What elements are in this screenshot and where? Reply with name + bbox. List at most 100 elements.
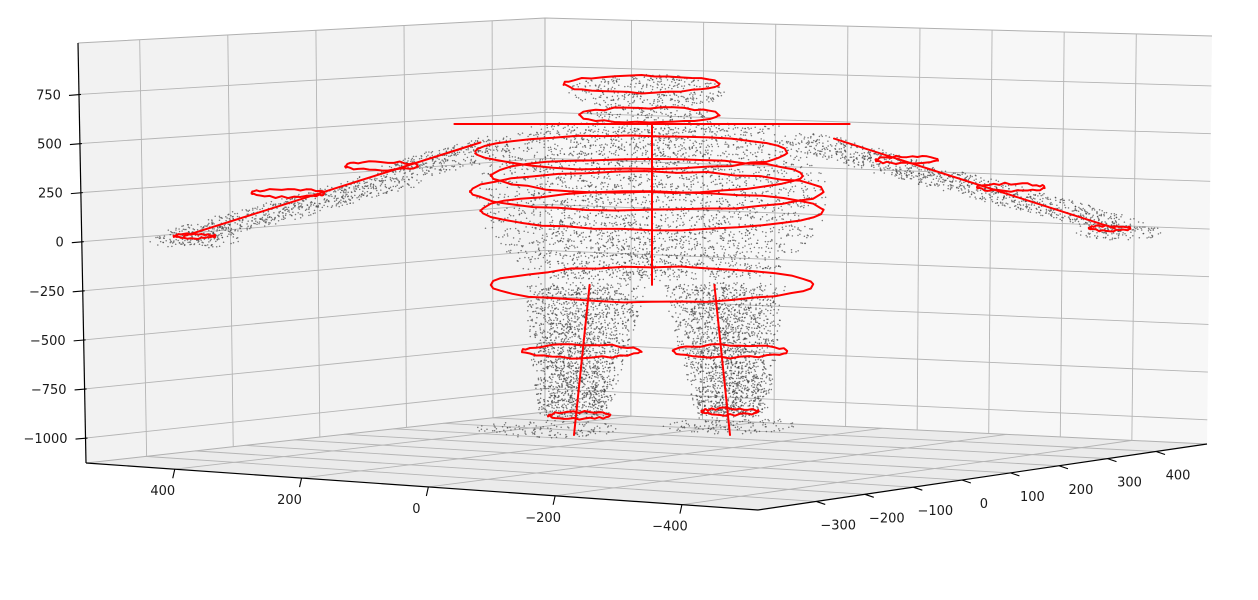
point-cloud-dot	[708, 247, 710, 250]
point-cloud-dot	[708, 220, 711, 223]
point-cloud-dot	[589, 84, 591, 87]
point-cloud-dot	[696, 242, 699, 245]
point-cloud-dot	[577, 157, 579, 159]
point-cloud-dot	[726, 143, 728, 145]
point-cloud-dot	[580, 187, 583, 189]
point-cloud-dot	[789, 219, 792, 221]
point-cloud-dot	[787, 192, 790, 194]
point-cloud-dot	[624, 108, 627, 110]
point-cloud-dot	[690, 114, 692, 116]
point-cloud-dot	[788, 190, 791, 192]
point-cloud-dot	[394, 177, 396, 180]
point-cloud-dot	[643, 119, 645, 122]
point-cloud-dot	[530, 133, 532, 135]
point-cloud-dot	[931, 174, 933, 177]
point-cloud-dot	[668, 226, 670, 228]
point-cloud-dot	[662, 249, 664, 251]
point-cloud-dot	[689, 110, 691, 113]
point-cloud-dot	[782, 228, 784, 230]
point-cloud-dot	[767, 247, 770, 249]
point-cloud-dot	[635, 160, 637, 162]
point-cloud-dot	[732, 128, 735, 130]
point-cloud-dot	[563, 211, 566, 214]
point-cloud-dot	[642, 196, 645, 198]
point-cloud-dot	[653, 238, 656, 240]
point-cloud-dot	[429, 167, 432, 169]
point-cloud-dot	[693, 199, 696, 202]
point-cloud-dot	[539, 228, 541, 231]
point-cloud-dot	[631, 270, 634, 273]
point-cloud-dot	[744, 231, 747, 234]
point-cloud-dot	[895, 165, 897, 167]
point-cloud-dot	[566, 204, 568, 207]
point-cloud-dot	[396, 178, 398, 181]
point-cloud-dot	[649, 240, 651, 243]
point-cloud-dot	[672, 85, 675, 88]
point-cloud-dot	[682, 177, 685, 180]
point-cloud-dot	[631, 179, 634, 182]
point-cloud-dot	[675, 245, 677, 248]
point-cloud-dot	[610, 142, 613, 144]
point-cloud-dot	[792, 144, 794, 147]
point-cloud-dot	[711, 131, 714, 133]
point-cloud-dot	[695, 146, 697, 149]
point-cloud-dot	[757, 252, 760, 254]
point-cloud-dot	[659, 206, 661, 208]
point-cloud-dot	[530, 193, 533, 196]
point-cloud-dot	[781, 209, 783, 211]
point-cloud-dot	[604, 111, 606, 113]
point-cloud-dot	[693, 254, 696, 257]
point-cloud-dot	[420, 155, 422, 157]
point-cloud-dot	[766, 243, 769, 246]
point-cloud-dot	[778, 125, 780, 127]
point-cloud-dot	[900, 168, 902, 171]
point-cloud-dot	[406, 182, 409, 185]
point-cloud-dot	[589, 130, 592, 133]
point-cloud-dot	[596, 162, 599, 165]
point-cloud-dot	[647, 194, 650, 196]
point-cloud-dot	[769, 251, 771, 253]
point-cloud-dot	[551, 203, 554, 206]
point-cloud-dot	[622, 160, 624, 163]
point-cloud-dot	[674, 263, 677, 266]
point-cloud-dot	[597, 274, 599, 276]
point-cloud-dot	[639, 273, 641, 276]
point-cloud-dot	[739, 218, 742, 220]
point-cloud-dot	[536, 131, 538, 134]
point-cloud-dot	[685, 152, 687, 154]
point-cloud-dot	[654, 240, 656, 243]
point-cloud-dot	[575, 146, 578, 149]
point-cloud-dot	[434, 168, 436, 170]
point-cloud-dot	[601, 182, 604, 184]
point-cloud-dot	[543, 143, 546, 145]
point-cloud-dot	[438, 152, 441, 154]
point-cloud-dot	[596, 112, 598, 114]
point-cloud-dot	[653, 235, 656, 238]
point-cloud-dot	[746, 266, 748, 269]
point-cloud-dot	[777, 198, 779, 201]
point-cloud-dot	[940, 176, 942, 179]
point-cloud-dot	[604, 157, 606, 160]
point-cloud-dot	[698, 259, 700, 262]
point-cloud-dot	[556, 132, 558, 135]
point-cloud-dot	[806, 151, 809, 153]
point-cloud-dot	[736, 203, 739, 206]
point-cloud-dot	[727, 275, 730, 278]
point-cloud-dot	[536, 184, 538, 187]
point-cloud-dot	[369, 192, 371, 195]
point-cloud-dot	[592, 144, 595, 146]
point-cloud-dot	[659, 108, 662, 110]
point-cloud-dot	[691, 147, 693, 149]
point-cloud-dot	[602, 232, 604, 234]
point-cloud-dot	[806, 234, 809, 236]
point-cloud-dot	[561, 185, 563, 188]
point-cloud-dot	[681, 147, 683, 150]
point-cloud-dot	[598, 249, 600, 251]
point-cloud-dot	[606, 231, 609, 233]
point-cloud-dot	[770, 247, 773, 250]
point-cloud-dot	[640, 274, 642, 277]
point-cloud-dot	[618, 173, 621, 176]
point-cloud-dot	[644, 196, 646, 199]
point-cloud-dot	[693, 91, 696, 94]
point-cloud-dot	[534, 199, 536, 201]
